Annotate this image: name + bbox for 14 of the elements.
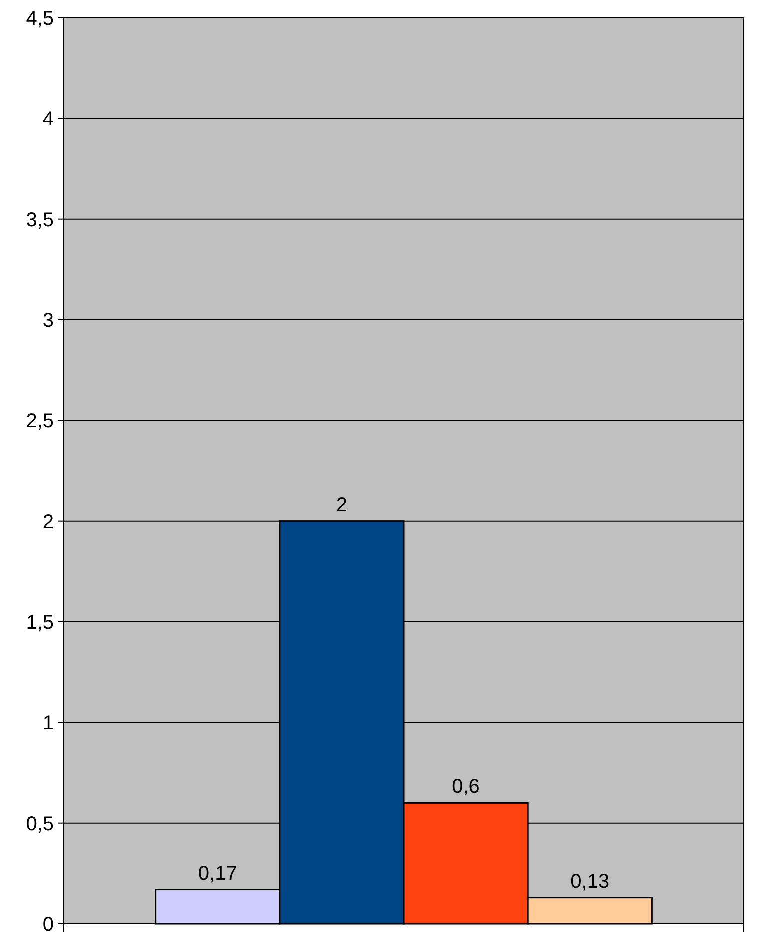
y-tick-label: 1,5 [26,612,54,634]
y-tick-label: 2 [42,511,54,534]
y-tick-label: 1 [42,712,54,735]
y-tick-label: 3,5 [26,209,54,232]
data-label: 0,17 [198,862,238,885]
data-label: 0,6 [452,776,480,798]
y-tick-label: 2,5 [26,410,54,433]
data-label: 0,13 [570,870,610,893]
y-tick-label: 0 [42,914,54,936]
data-label: 2 [336,494,348,516]
y-tick-label: 4 [42,108,54,131]
y-tick-label: 0,5 [26,813,54,836]
y-tick-label: 4,5 [26,8,54,30]
y-tick-label: 3 [42,310,54,332]
